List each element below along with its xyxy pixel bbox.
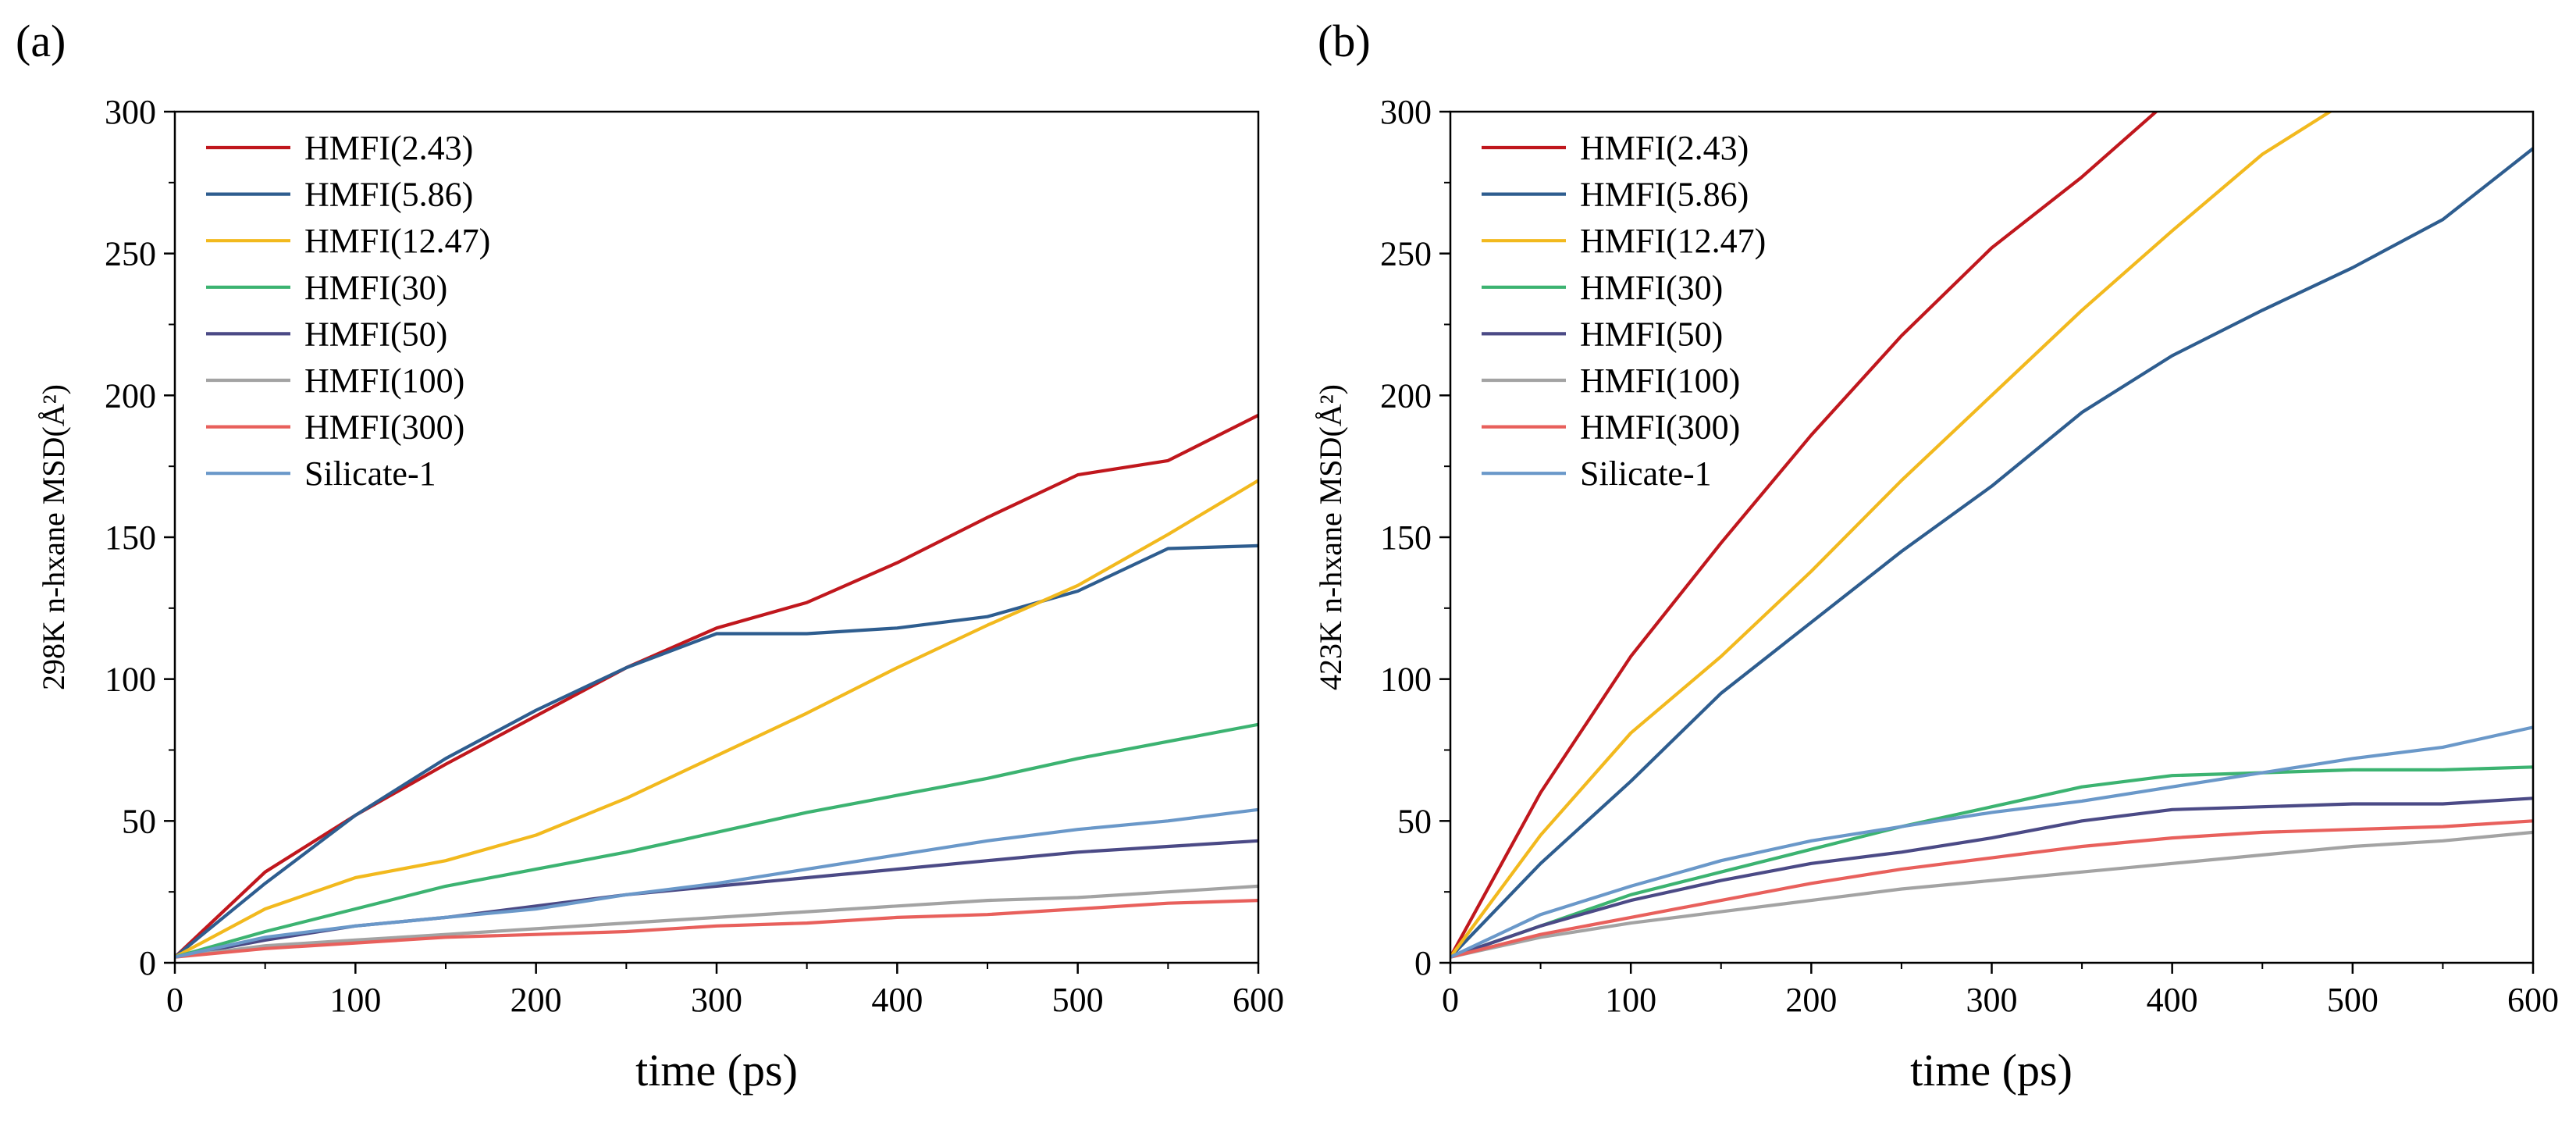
- x-tick-label: 500: [2327, 981, 2379, 1019]
- x-tick-label: 600: [1233, 981, 1284, 1019]
- panel-a-chart: (a) 0 100 200 300 400 500 600 0 50 100 150 200 250 3…: [16, 16, 1284, 1096]
- legend-item: HMFI(30): [1482, 269, 1723, 307]
- panel-b-label: (b): [1318, 16, 1371, 66]
- series-line-hmfi-300: [1450, 819, 2533, 959]
- legend-label: HMFI(5.86): [1580, 176, 1749, 214]
- panel-b-y-axis-title: 423K n-hxane MSD(Å²): [1313, 384, 1348, 690]
- legend-label: HMFI(50): [304, 315, 447, 353]
- legend-item: Silicate-1: [1482, 454, 1712, 493]
- legend-item: HMFI(5.86): [206, 176, 473, 214]
- y-tick-label: 200: [105, 376, 156, 415]
- legend-label: HMFI(100): [1580, 362, 1740, 400]
- series-line-hmfi-100: [1450, 830, 2533, 959]
- legend-label: HMFI(2.43): [304, 129, 473, 167]
- y-tick-label: 50: [1397, 802, 1432, 840]
- legend-label: HMFI(12.47): [304, 222, 490, 260]
- panel-a-x-axis: 0 100 200 300 400 500 600: [166, 963, 1284, 1019]
- panel-b-plot: [1450, 112, 2533, 959]
- series-line-hmfi-12-47: [1450, 112, 2333, 959]
- panel-b-legend: HMFI(2.43) HMFI(5.86) HMFI(12.47) HMFI(30) H…: [1482, 129, 1766, 493]
- panel-b-y-axis: 0 50 100 150 200 250 300: [1380, 93, 1450, 982]
- legend-label: HMFI(300): [304, 408, 464, 447]
- series-line-silicate-1: [175, 807, 1258, 959]
- legend-item: HMFI(50): [1482, 315, 1723, 353]
- x-tick-label: 500: [1052, 981, 1104, 1019]
- x-tick-label: 300: [1966, 981, 2018, 1019]
- series-line-hmfi-100: [175, 884, 1258, 959]
- legend-label: HMFI(30): [304, 269, 447, 307]
- y-tick-label: 100: [105, 661, 156, 699]
- y-tick-label: 0: [139, 944, 156, 982]
- legend-label: HMFI(50): [1580, 315, 1723, 353]
- legend-item: HMFI(12.47): [206, 222, 490, 260]
- x-tick-label: 600: [2507, 981, 2559, 1019]
- legend-label: HMFI(2.43): [1580, 129, 1749, 167]
- legend-label: HMFI(300): [1580, 408, 1740, 447]
- legend-item: HMFI(300): [206, 408, 464, 447]
- y-tick-label: 150: [1380, 518, 1432, 557]
- legend-item: HMFI(2.43): [206, 129, 473, 167]
- x-tick-label: 400: [871, 981, 923, 1019]
- x-tick-label: 200: [1785, 981, 1837, 1019]
- y-tick-label: 100: [1380, 661, 1432, 699]
- legend-label: Silicate-1: [1580, 454, 1712, 493]
- legend-item: HMFI(2.43): [1482, 129, 1749, 167]
- legend-label: HMFI(5.86): [304, 176, 473, 214]
- y-tick-label: 150: [105, 518, 156, 557]
- legend-item: HMFI(300): [1482, 408, 1740, 447]
- legend-item: HMFI(100): [1482, 362, 1740, 400]
- x-tick-label: 300: [691, 981, 742, 1019]
- series-line-hmfi-2-43: [175, 413, 1258, 959]
- y-tick-label: 250: [1380, 235, 1432, 273]
- panel-a-label: (a): [16, 16, 66, 66]
- x-tick-label: 100: [1605, 981, 1656, 1019]
- series-line-silicate-1: [1450, 725, 2533, 959]
- panel-b-x-axis: 0 100 200 300 400 500 600: [1442, 963, 2559, 1019]
- legend-label: HMFI(12.47): [1580, 222, 1766, 260]
- panel-a-x-axis-title: time (ps): [635, 1045, 798, 1096]
- legend-item: HMFI(5.86): [1482, 176, 1749, 214]
- legend-label: HMFI(100): [304, 362, 464, 400]
- panel-b-chart: (b) 0 100 200 300 400 500 600 0 50 100 150 200 250 3…: [1313, 16, 2559, 1096]
- series-line-hmfi-2-43: [1450, 112, 2159, 959]
- y-tick-label: 300: [1380, 93, 1432, 131]
- y-tick-label: 50: [122, 802, 156, 840]
- legend-item: HMFI(30): [206, 269, 447, 307]
- y-tick-label: 300: [105, 93, 156, 131]
- series-line-hmfi-30: [175, 722, 1258, 959]
- legend-item: HMFI(100): [206, 362, 464, 400]
- legend-label: HMFI(30): [1580, 269, 1723, 307]
- panel-a-plot: [175, 413, 1258, 959]
- x-tick-label: 400: [2147, 981, 2198, 1019]
- series-line-hmfi-5-86: [1450, 147, 2533, 959]
- panel-a-y-axis: 0 50 100 150 200 250 300: [105, 93, 175, 982]
- legend-label: Silicate-1: [304, 454, 436, 493]
- panel-b-x-axis-title: time (ps): [1910, 1045, 2073, 1096]
- y-tick-label: 0: [1414, 944, 1432, 982]
- x-tick-label: 100: [329, 981, 381, 1019]
- legend-item: HMFI(50): [206, 315, 447, 353]
- series-line-hmfi-5-86: [175, 543, 1258, 959]
- panel-a-y-axis-title: 298K n-hxane MSD(Å²): [36, 384, 71, 690]
- x-tick-label: 0: [166, 981, 183, 1019]
- series-line-hmfi-30: [1450, 765, 2533, 959]
- x-tick-label: 200: [511, 981, 562, 1019]
- y-tick-label: 200: [1380, 376, 1432, 415]
- legend-item: Silicate-1: [206, 454, 436, 493]
- series-line-hmfi-300: [175, 898, 1258, 959]
- x-tick-label: 0: [1442, 981, 1459, 1019]
- legend-item: HMFI(12.47): [1482, 222, 1766, 260]
- series-line-hmfi-12-47: [175, 479, 1258, 959]
- y-tick-label: 250: [105, 235, 156, 273]
- series-line-hmfi-50: [1450, 796, 2533, 959]
- panel-a-legend: HMFI(2.43) HMFI(5.86) HMFI(12.47) HMFI(30) H…: [206, 129, 490, 493]
